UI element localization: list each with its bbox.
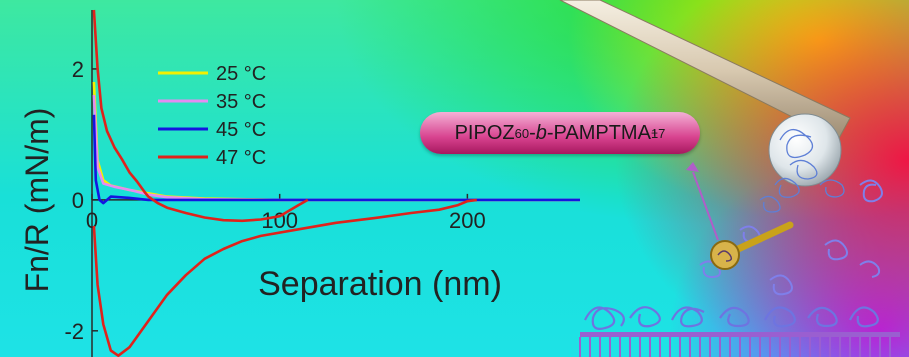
axes-layer [91,10,580,357]
x-tick-label: 0 [86,208,98,233]
series-line-3 [92,9,309,223]
badge-sup: + [650,126,658,140]
x-axis-label: Separation (nm) [258,265,502,303]
series-line-1 [92,95,580,202]
series-line-4 [92,198,477,357]
legend: 25 °C 35 °C 45 °C 47 °C [158,63,266,169]
copolymer-magnifier [686,162,794,270]
surface-brush-layer [584,306,879,330]
substrate-surface [579,332,900,357]
badge-part1: PIPOZ [454,121,515,144]
series-line-2 [92,114,580,205]
badge-sub2: 17 [650,125,666,141]
legend-label: 35 °C [216,91,266,113]
free-polymer-coils [699,179,883,296]
x-ticks: 0 100 200 [86,193,486,233]
badge-part3: b [535,121,547,144]
y-tick-label: -2 [64,319,84,344]
legend-label: 45 °C [216,119,266,141]
badge-part2: - [529,121,536,144]
legend-label: 25 °C [216,63,266,85]
series-layer [92,9,580,357]
y-tick-label: 2 [72,57,84,82]
cantilever-rod [559,0,851,141]
polymer-name-badge: PIPOZ 60- b -PAMPTMA +17 [420,112,700,154]
x-tick-label: 100 [261,208,298,233]
badge-sub1: 60 [514,125,530,141]
legend-label: 47 °C [216,147,266,169]
badge-part4: -PAMPTMA [546,121,651,144]
sphere-polymer-coils [759,128,845,213]
x-tick-label: 200 [449,208,486,233]
y-axis-label: Fn/R (mN/m) [19,108,55,293]
y-tick-label: 0 [72,188,84,213]
